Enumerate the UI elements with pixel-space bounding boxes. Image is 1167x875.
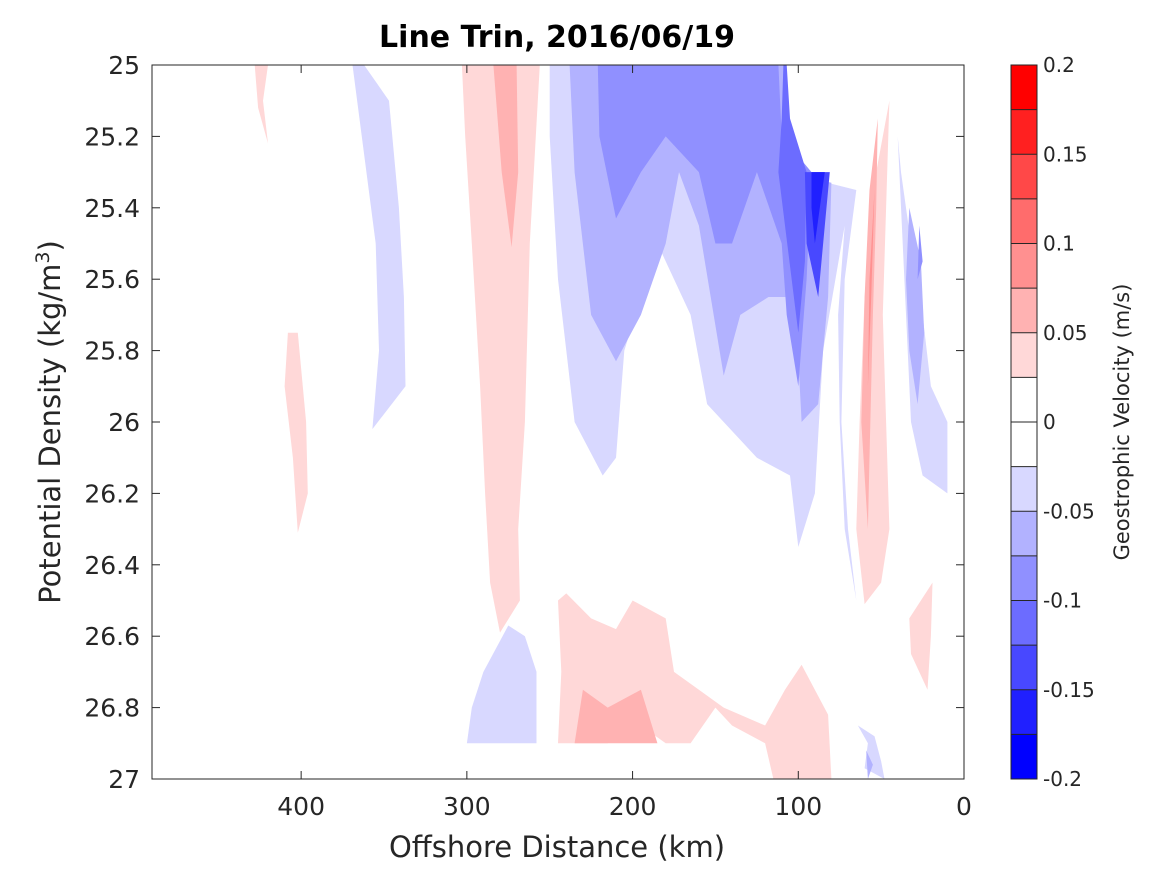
contour-region-22 bbox=[866, 750, 873, 779]
y-tick-label: 25.8 bbox=[84, 337, 140, 366]
y-axis-label: Potential Density (kg/m3) bbox=[32, 240, 67, 604]
contour-region-19 bbox=[574, 689, 658, 744]
colorbar-swatch bbox=[1011, 600, 1037, 646]
y-axis-label-main: Potential Density (kg/m bbox=[33, 264, 67, 604]
colorbar: 0.2 0.15 0.1 0.05 0 -0.05 -0.1 -0.15 -0.2 bbox=[1010, 53, 1095, 791]
contour-region-7 bbox=[597, 65, 812, 387]
colorbar-tick-label: 0.05 bbox=[1043, 321, 1088, 345]
y-tick-label: 25.4 bbox=[84, 194, 140, 223]
contour-region-17 bbox=[466, 625, 537, 744]
colorbar-tick-label: 0 bbox=[1043, 410, 1056, 434]
x-tick-label: 400 bbox=[277, 792, 325, 821]
y-tick-label: 25 bbox=[108, 51, 140, 80]
colorbar-label: Geostrophic Velocity (m/s) bbox=[1110, 284, 1134, 561]
contour-region-21 bbox=[857, 725, 885, 779]
contour-region-10 bbox=[811, 172, 825, 244]
x-tick-label: 300 bbox=[443, 792, 491, 821]
y-tick-label: 26.6 bbox=[84, 622, 140, 651]
x-tick-label: 100 bbox=[774, 792, 822, 821]
y-axis-label-superscript: 3 bbox=[32, 251, 54, 263]
contour-region-4 bbox=[493, 65, 519, 248]
colorbar-swatch bbox=[1011, 154, 1037, 199]
y-tick-label: 25.6 bbox=[84, 265, 140, 294]
colorbar-tick-label: 0.1 bbox=[1043, 232, 1075, 256]
colorbar-swatch bbox=[1011, 65, 1037, 110]
colorbar-swatch bbox=[1011, 422, 1037, 467]
y-tick-label: 26.4 bbox=[84, 551, 140, 580]
contour-region-20 bbox=[909, 582, 933, 690]
colorbar-swatch bbox=[1011, 243, 1037, 289]
contour-region-3 bbox=[461, 65, 540, 633]
colorbar-swatch bbox=[1011, 511, 1037, 556]
colorbar-tick-label: 0.15 bbox=[1043, 142, 1088, 166]
colorbar-frame bbox=[1010, 64, 1038, 780]
colorbar-swatch bbox=[1011, 109, 1037, 155]
colorbar-swatch bbox=[1011, 288, 1037, 333]
colorbar-tick-label: -0.05 bbox=[1043, 499, 1095, 523]
contour-region-2 bbox=[284, 332, 308, 533]
y-tick-label: 25.2 bbox=[84, 122, 140, 151]
plot-frame bbox=[151, 64, 965, 780]
colorbar-swatch bbox=[1011, 689, 1037, 735]
colorbar-tick-label: -0.1 bbox=[1043, 589, 1082, 613]
axis-ticks: 400 300 200 100 0 25 25.2 25.4 25.6 25.8 26 26.2 26.… bbox=[84, 51, 972, 821]
x-tick-label: 0 bbox=[956, 792, 972, 821]
colorbar-swatch bbox=[1011, 332, 1037, 378]
contour-region-16 bbox=[917, 225, 923, 280]
colorbar-swatch bbox=[1011, 734, 1037, 779]
contour-regions bbox=[254, 65, 948, 779]
y-tick-label: 26.8 bbox=[84, 694, 140, 723]
y-tick-label: 26.2 bbox=[84, 479, 140, 508]
colorbar-tick-label: -0.15 bbox=[1043, 678, 1095, 702]
x-axis-label: Offshore Distance (km) bbox=[389, 830, 725, 864]
contour-region-13 bbox=[867, 190, 875, 387]
colorbar-swatch bbox=[1011, 198, 1037, 244]
colorbar-tick-label: 0.2 bbox=[1043, 53, 1075, 77]
colorbar-swatch bbox=[1011, 555, 1037, 601]
contour-region-8 bbox=[778, 65, 807, 333]
colorbar-swatch bbox=[1011, 466, 1037, 512]
contour-region-1 bbox=[254, 65, 268, 144]
colorbar-swatch bbox=[1011, 645, 1037, 690]
contour-region-11 bbox=[856, 100, 890, 605]
colorbar-swatch bbox=[1011, 377, 1037, 422]
contour-region-0 bbox=[352, 65, 406, 430]
colorbar-tick-label: -0.2 bbox=[1043, 767, 1082, 791]
x-tick-label: 200 bbox=[609, 792, 657, 821]
contour-region-9 bbox=[804, 172, 830, 297]
y-tick-label: 27 bbox=[108, 765, 140, 794]
y-tick-label: 26 bbox=[108, 408, 140, 437]
y-axis-label-close: ) bbox=[33, 240, 67, 251]
contour-region-18 bbox=[558, 593, 832, 779]
chart-title: Line Trin, 2016/06/19 bbox=[379, 20, 735, 55]
